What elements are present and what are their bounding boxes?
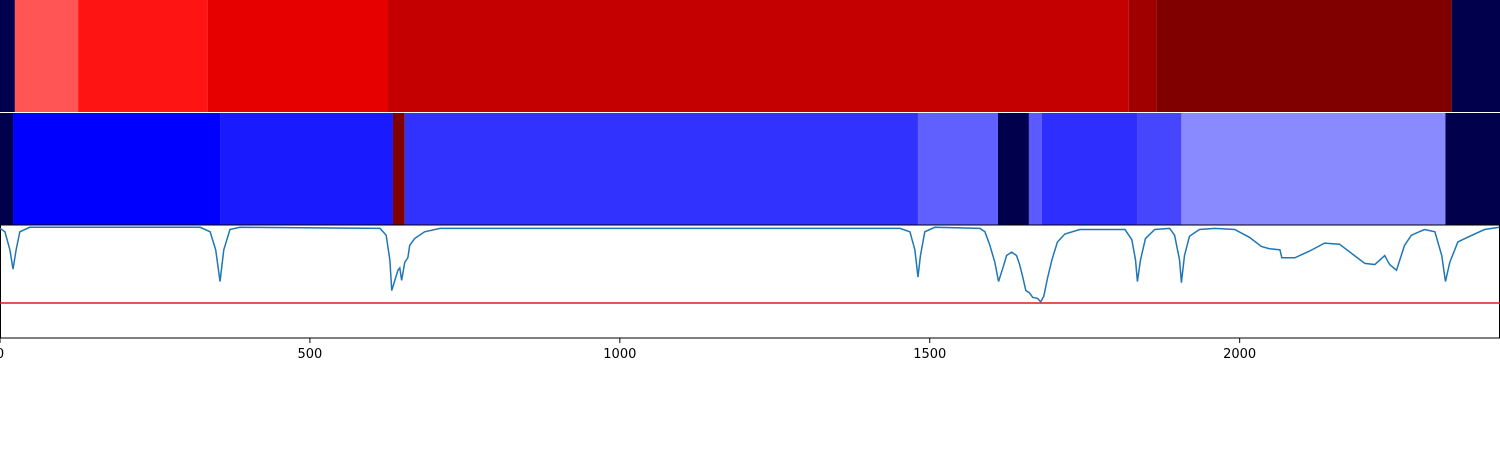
x-tick-label: 1000	[603, 347, 636, 362]
x-tick-label: 1500	[913, 347, 946, 362]
heat-segment	[78, 0, 208, 112]
heat-segment	[0, 113, 14, 225]
heat-segment	[1451, 0, 1500, 112]
heat-segment	[1181, 113, 1446, 225]
heat-segment	[0, 0, 15, 112]
heat-segment	[14, 0, 79, 112]
heat-segment	[1445, 113, 1500, 225]
heat-segment	[1137, 113, 1182, 225]
heat-segment	[1028, 113, 1042, 225]
x-tick-label: 2000	[1223, 347, 1256, 362]
x-tick-label: 0	[0, 347, 4, 362]
x-tick-label: 500	[298, 347, 323, 362]
heat-segment	[392, 113, 405, 225]
heat-segment	[1128, 0, 1157, 112]
heat-segment	[13, 113, 221, 225]
heat-segment	[1156, 0, 1452, 112]
heat-segment	[917, 113, 998, 225]
heat-segment	[207, 0, 389, 112]
heat-segment	[220, 113, 393, 225]
heat-segment	[388, 0, 1129, 112]
plot-frame	[0, 224, 1500, 339]
line-series	[0, 226, 1500, 304]
heat-segment	[404, 113, 918, 225]
heat-segment	[997, 113, 1029, 225]
heat-segment	[1041, 113, 1138, 225]
